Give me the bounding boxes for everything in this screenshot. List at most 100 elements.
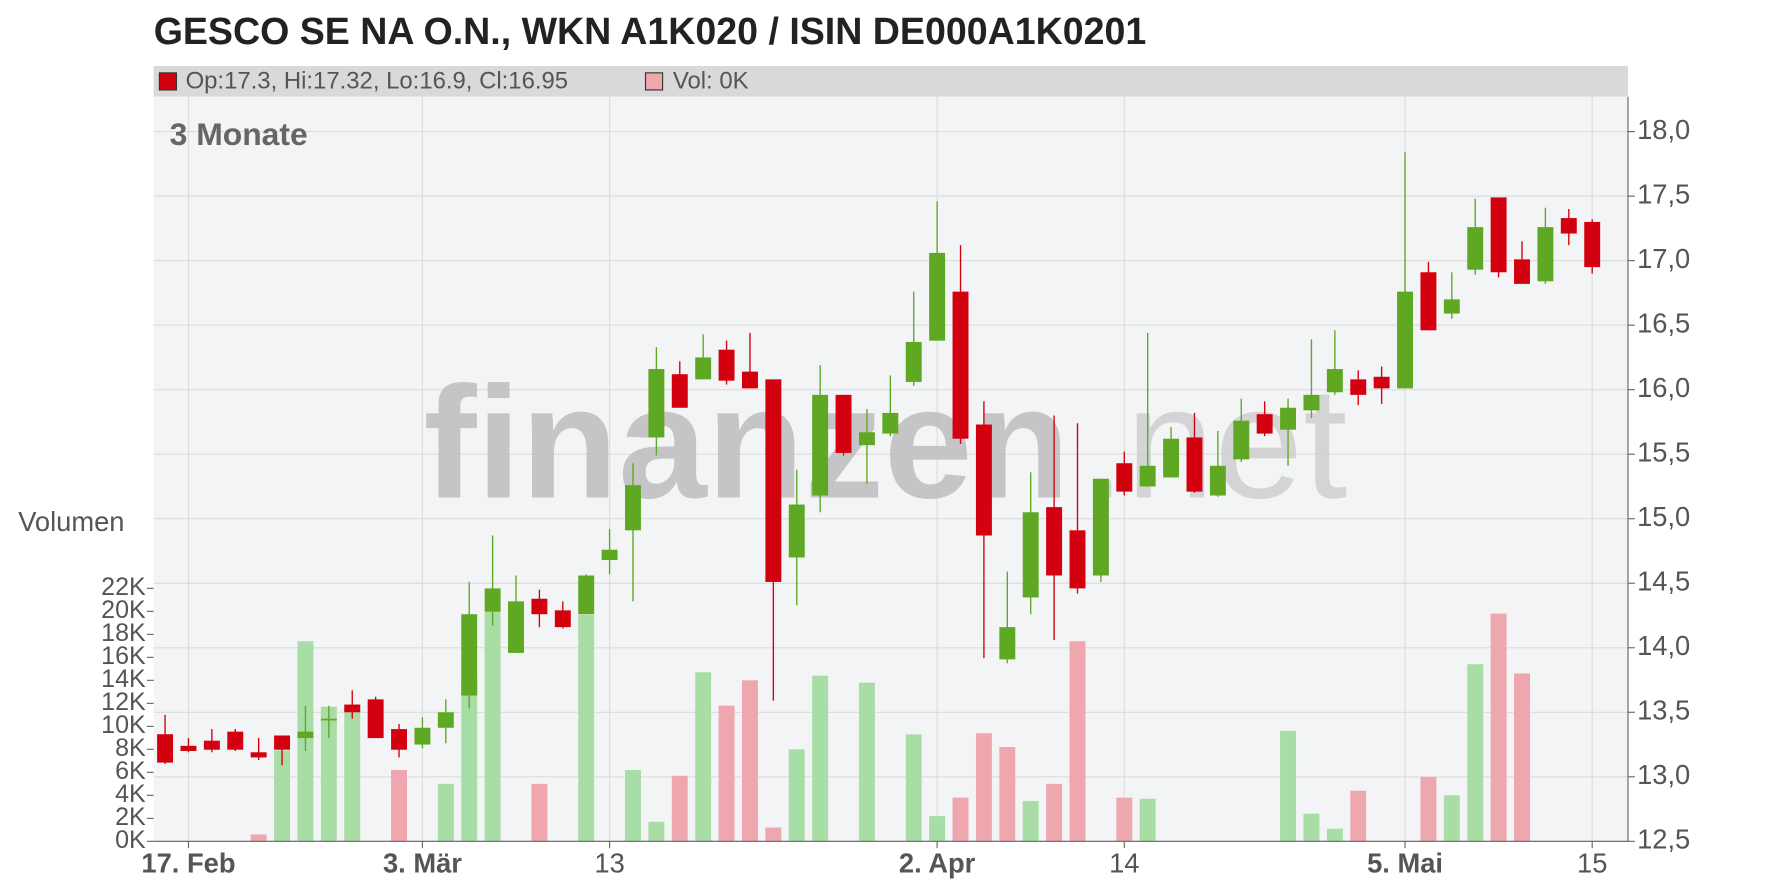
volume-bar [718,705,735,842]
legend-swatch [644,72,664,91]
y2-tick-label: 20K [101,596,146,624]
volume-bar [1046,783,1063,842]
volume-bar [671,775,688,842]
candle-body [531,598,548,615]
candle-body [1092,478,1109,576]
candle-body [1209,465,1226,496]
candle-body [250,752,267,758]
y-tick-label: 15,5 [1637,436,1690,467]
y2-tick-label: 2K [115,803,146,831]
candle-body [741,371,758,389]
volume-bar [905,734,922,842]
volume-bar [648,821,665,842]
volume-bar [1467,664,1484,842]
candle-body [1443,299,1460,314]
candle-body [929,252,946,341]
candle-body [274,735,291,750]
candle-body [858,432,875,446]
y2-tick-label: 6K [115,757,146,785]
candle-body [437,712,454,728]
candle-body [508,601,524,653]
candle-body [484,588,501,612]
candle-body [1467,227,1484,270]
volume-bar [461,679,478,842]
y2-tick-label: 8K [115,734,146,762]
candle-body [1420,272,1437,331]
volume-bar [741,680,758,842]
candle-body [1537,227,1554,282]
volume-bar [437,783,454,842]
volume-bar [625,770,641,842]
volume-bar [975,733,992,842]
y2-tick-label: 12K [101,688,146,716]
volume-bar [1326,828,1343,842]
volume-bar [1069,641,1086,842]
candle-body [975,424,992,536]
candle-body [905,341,922,382]
volume-bar [812,675,829,842]
candle-body [1163,438,1180,478]
candle-body [1069,530,1086,589]
candle-body [1186,437,1203,492]
candle-body [1139,465,1156,487]
y-tick-label: 12,5 [1637,824,1690,855]
legend-bar [153,66,1629,97]
y2-tick-label: 0K [115,826,146,854]
volume-bar [578,614,595,842]
volume-bar [1280,730,1297,842]
legend-swatch [158,72,178,91]
candle-body [320,718,337,721]
y-tick-label: 14,5 [1637,565,1690,596]
y-tick-label: 17,5 [1637,178,1690,209]
candle-body [1350,379,1367,395]
candle-body [1256,414,1273,434]
y2-tick-label: 16K [101,642,146,670]
candle-body [391,729,407,750]
candle-body [1490,197,1507,273]
candle-body [1397,291,1414,389]
volume-bar [1350,790,1367,842]
candle-body [882,412,899,434]
y-tick-label: 16,5 [1637,307,1690,338]
candle-body [461,614,478,696]
candle-body [695,357,712,380]
volume-bar [1420,776,1437,842]
volume-bar [250,834,267,842]
volume-bar [274,750,291,842]
volume-bar [765,827,782,842]
volume-bar [1022,801,1039,842]
volume-bar [858,682,875,842]
candle-body [297,731,314,739]
legend-text: Op:17.3, Hi:17.32, Lo:16.9, Cl:16.95 [186,67,569,94]
candle-body [1280,407,1297,430]
volume-bar [952,797,969,842]
volume-bar [788,749,805,842]
legend-text: Vol: 0K [673,67,749,94]
volume-bar [1490,613,1507,842]
volume-bar [391,770,407,842]
candle-body [1022,512,1039,598]
candle-body [788,504,805,558]
candle-body [554,610,571,628]
candle-body [1046,507,1063,576]
watermark: finanzen .net [424,353,1348,531]
candle-body [648,369,665,438]
candle-body [1326,369,1343,393]
y2-tick-label: 10K [101,711,146,739]
candle-body [180,745,197,751]
candle-body [367,699,384,739]
candle-body [765,379,782,582]
y-tick-label: 18,0 [1637,114,1690,145]
candle-body [671,374,688,408]
x-tick-label: 17. Feb [141,847,235,878]
volume-bar [929,816,946,842]
y-tick-label: 13,0 [1637,759,1690,790]
plot-area [153,96,1629,842]
candle-body [578,575,595,615]
candle-body [952,291,969,439]
candle-body [227,731,244,750]
y-tick-label: 13,5 [1637,695,1690,726]
y-tick-label: 14,0 [1637,630,1690,661]
candle-body [203,740,220,750]
x-tick-label: 15 [1577,847,1607,878]
